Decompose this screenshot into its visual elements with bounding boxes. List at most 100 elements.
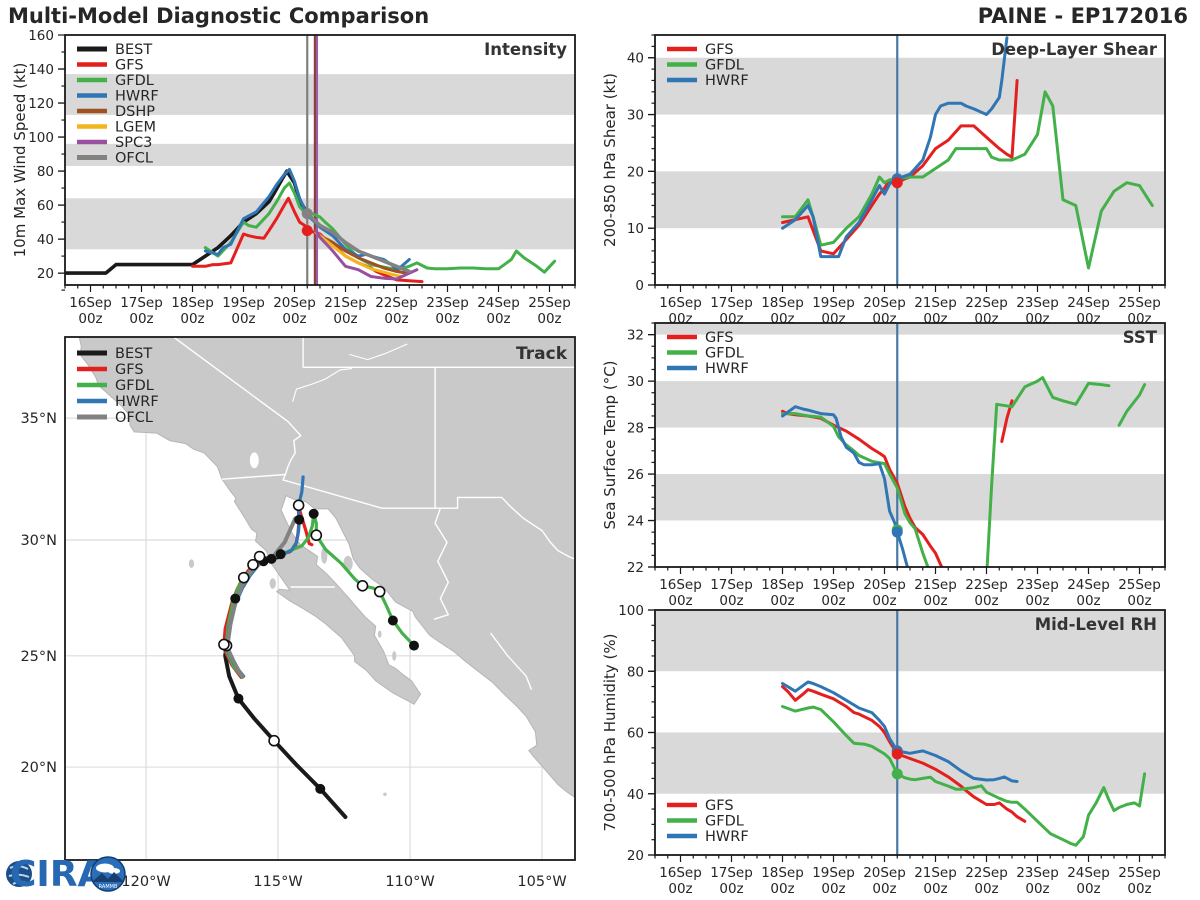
svg-text:00z: 00z bbox=[974, 881, 998, 897]
svg-text:19Sep: 19Sep bbox=[812, 295, 855, 311]
svg-text:HWRF: HWRF bbox=[115, 394, 159, 410]
svg-text:00z: 00z bbox=[180, 311, 204, 327]
svg-text:17Sep: 17Sep bbox=[120, 295, 163, 311]
svg-text:18Sep: 18Sep bbox=[761, 865, 804, 881]
svg-text:00z: 00z bbox=[1127, 593, 1151, 609]
svg-text:BEST: BEST bbox=[115, 42, 152, 58]
svg-text:22Sep: 22Sep bbox=[375, 295, 418, 311]
svg-text:Intensity: Intensity bbox=[484, 40, 567, 59]
svg-text:120: 120 bbox=[28, 96, 54, 112]
svg-text:22Sep: 22Sep bbox=[965, 865, 1008, 881]
svg-text:24Sep: 24Sep bbox=[1067, 577, 1110, 593]
intensity-chart: 16Sep00z17Sep00z18Sep00z19Sep00z20Sep00z… bbox=[11, 28, 576, 327]
svg-text:60: 60 bbox=[37, 198, 54, 214]
svg-text:100: 100 bbox=[28, 130, 54, 146]
svg-text:00z: 00z bbox=[974, 593, 998, 609]
svg-text:00z: 00z bbox=[668, 593, 692, 609]
svg-text:19Sep: 19Sep bbox=[812, 865, 855, 881]
svg-text:40: 40 bbox=[627, 51, 644, 67]
svg-text:GFDL: GFDL bbox=[705, 346, 744, 362]
svg-text:21Sep: 21Sep bbox=[914, 295, 957, 311]
svg-text:115°W: 115°W bbox=[253, 874, 302, 890]
svg-text:00z: 00z bbox=[1025, 881, 1049, 897]
svg-text:20°N: 20°N bbox=[20, 760, 57, 776]
svg-text:16Sep: 16Sep bbox=[659, 865, 702, 881]
svg-text:GFDL: GFDL bbox=[115, 378, 154, 394]
svg-text:00z: 00z bbox=[435, 311, 459, 327]
svg-text:GFDL: GFDL bbox=[705, 58, 744, 74]
svg-text:21Sep: 21Sep bbox=[914, 577, 957, 593]
svg-text:20Sep: 20Sep bbox=[863, 577, 906, 593]
svg-text:20Sep: 20Sep bbox=[863, 865, 906, 881]
mid-level-rh-chart: 16Sep00z17Sep00z18Sep00z19Sep00z20Sep00z… bbox=[601, 603, 1166, 897]
svg-text:25Sep: 25Sep bbox=[1118, 865, 1161, 881]
svg-text:GFS: GFS bbox=[115, 58, 144, 74]
svg-text:40: 40 bbox=[37, 232, 54, 248]
svg-text:100: 100 bbox=[618, 603, 644, 619]
svg-text:00z: 00z bbox=[1076, 593, 1100, 609]
svg-text:GFS: GFS bbox=[705, 798, 734, 814]
svg-text:30: 30 bbox=[627, 108, 644, 124]
svg-text:30°N: 30°N bbox=[20, 533, 57, 549]
svg-text:00z: 00z bbox=[770, 593, 794, 609]
svg-text:GFS: GFS bbox=[115, 362, 144, 378]
svg-text:SST: SST bbox=[1123, 328, 1158, 347]
svg-text:28: 28 bbox=[627, 421, 644, 437]
svg-text:GFS: GFS bbox=[705, 330, 734, 346]
svg-text:Sea Surface Temp (°C): Sea Surface Temp (°C) bbox=[601, 360, 619, 529]
svg-text:00z: 00z bbox=[333, 311, 357, 327]
svg-text:120°W: 120°W bbox=[121, 874, 170, 890]
svg-text:00z: 00z bbox=[129, 311, 153, 327]
sst-chart: 16Sep00z17Sep00z18Sep00z19Sep00z20Sep00z… bbox=[601, 322, 1166, 609]
svg-text:0: 0 bbox=[635, 278, 644, 294]
svg-text:GFS: GFS bbox=[705, 42, 734, 58]
svg-text:23Sep: 23Sep bbox=[1016, 577, 1059, 593]
svg-text:40: 40 bbox=[627, 787, 644, 803]
svg-text:10m Max Wind Speed (kt): 10m Max Wind Speed (kt) bbox=[11, 63, 29, 258]
svg-text:OFCL: OFCL bbox=[115, 151, 153, 167]
svg-text:24Sep: 24Sep bbox=[1067, 295, 1110, 311]
svg-text:00z: 00z bbox=[872, 881, 896, 897]
svg-text:18Sep: 18Sep bbox=[171, 295, 214, 311]
svg-text:200-850 hPa Shear (kt): 200-850 hPa Shear (kt) bbox=[601, 73, 619, 247]
svg-text:21Sep: 21Sep bbox=[324, 295, 367, 311]
svg-text:25Sep: 25Sep bbox=[1118, 577, 1161, 593]
svg-text:22Sep: 22Sep bbox=[965, 295, 1008, 311]
deep-layer-shear-chart: 16Sep00z17Sep00z18Sep00z19Sep00z20Sep00z… bbox=[601, 34, 1166, 327]
svg-text:00z: 00z bbox=[1127, 881, 1151, 897]
svg-text:SPC3: SPC3 bbox=[115, 135, 152, 151]
svg-text:60: 60 bbox=[627, 726, 644, 742]
svg-text:Mid-Level RH: Mid-Level RH bbox=[1035, 615, 1157, 634]
svg-text:BEST: BEST bbox=[115, 346, 152, 362]
svg-text:20Sep: 20Sep bbox=[863, 295, 906, 311]
svg-text:16Sep: 16Sep bbox=[659, 577, 702, 593]
svg-text:23Sep: 23Sep bbox=[426, 295, 469, 311]
svg-text:Track: Track bbox=[516, 344, 568, 364]
svg-text:22Sep: 22Sep bbox=[965, 577, 1008, 593]
svg-text:00z: 00z bbox=[770, 881, 794, 897]
svg-text:20: 20 bbox=[627, 848, 644, 864]
svg-text:00z: 00z bbox=[231, 311, 255, 327]
svg-text:16Sep: 16Sep bbox=[69, 295, 112, 311]
svg-text:00z: 00z bbox=[537, 311, 561, 327]
svg-text:Deep-Layer Shear: Deep-Layer Shear bbox=[991, 40, 1158, 59]
svg-text:25Sep: 25Sep bbox=[1118, 295, 1161, 311]
svg-text:HWRF: HWRF bbox=[705, 73, 749, 89]
svg-text:16Sep: 16Sep bbox=[659, 295, 702, 311]
svg-text:00z: 00z bbox=[282, 311, 306, 327]
svg-text:22: 22 bbox=[627, 560, 644, 576]
svg-text:25Sep: 25Sep bbox=[528, 295, 571, 311]
svg-text:18Sep: 18Sep bbox=[761, 295, 804, 311]
svg-text:HWRF: HWRF bbox=[705, 361, 749, 377]
svg-text:25°N: 25°N bbox=[20, 649, 57, 665]
svg-text:110°W: 110°W bbox=[385, 874, 434, 890]
svg-text:35°N: 35°N bbox=[20, 411, 57, 427]
svg-text:HWRF: HWRF bbox=[115, 89, 159, 105]
page-title: Multi-Model Diagnostic Comparison bbox=[8, 4, 430, 28]
svg-text:30: 30 bbox=[627, 374, 644, 390]
svg-text:24Sep: 24Sep bbox=[477, 295, 520, 311]
svg-text:26: 26 bbox=[627, 467, 644, 483]
svg-text:105°W: 105°W bbox=[517, 874, 566, 890]
svg-text:RAMMB: RAMMB bbox=[99, 884, 118, 890]
